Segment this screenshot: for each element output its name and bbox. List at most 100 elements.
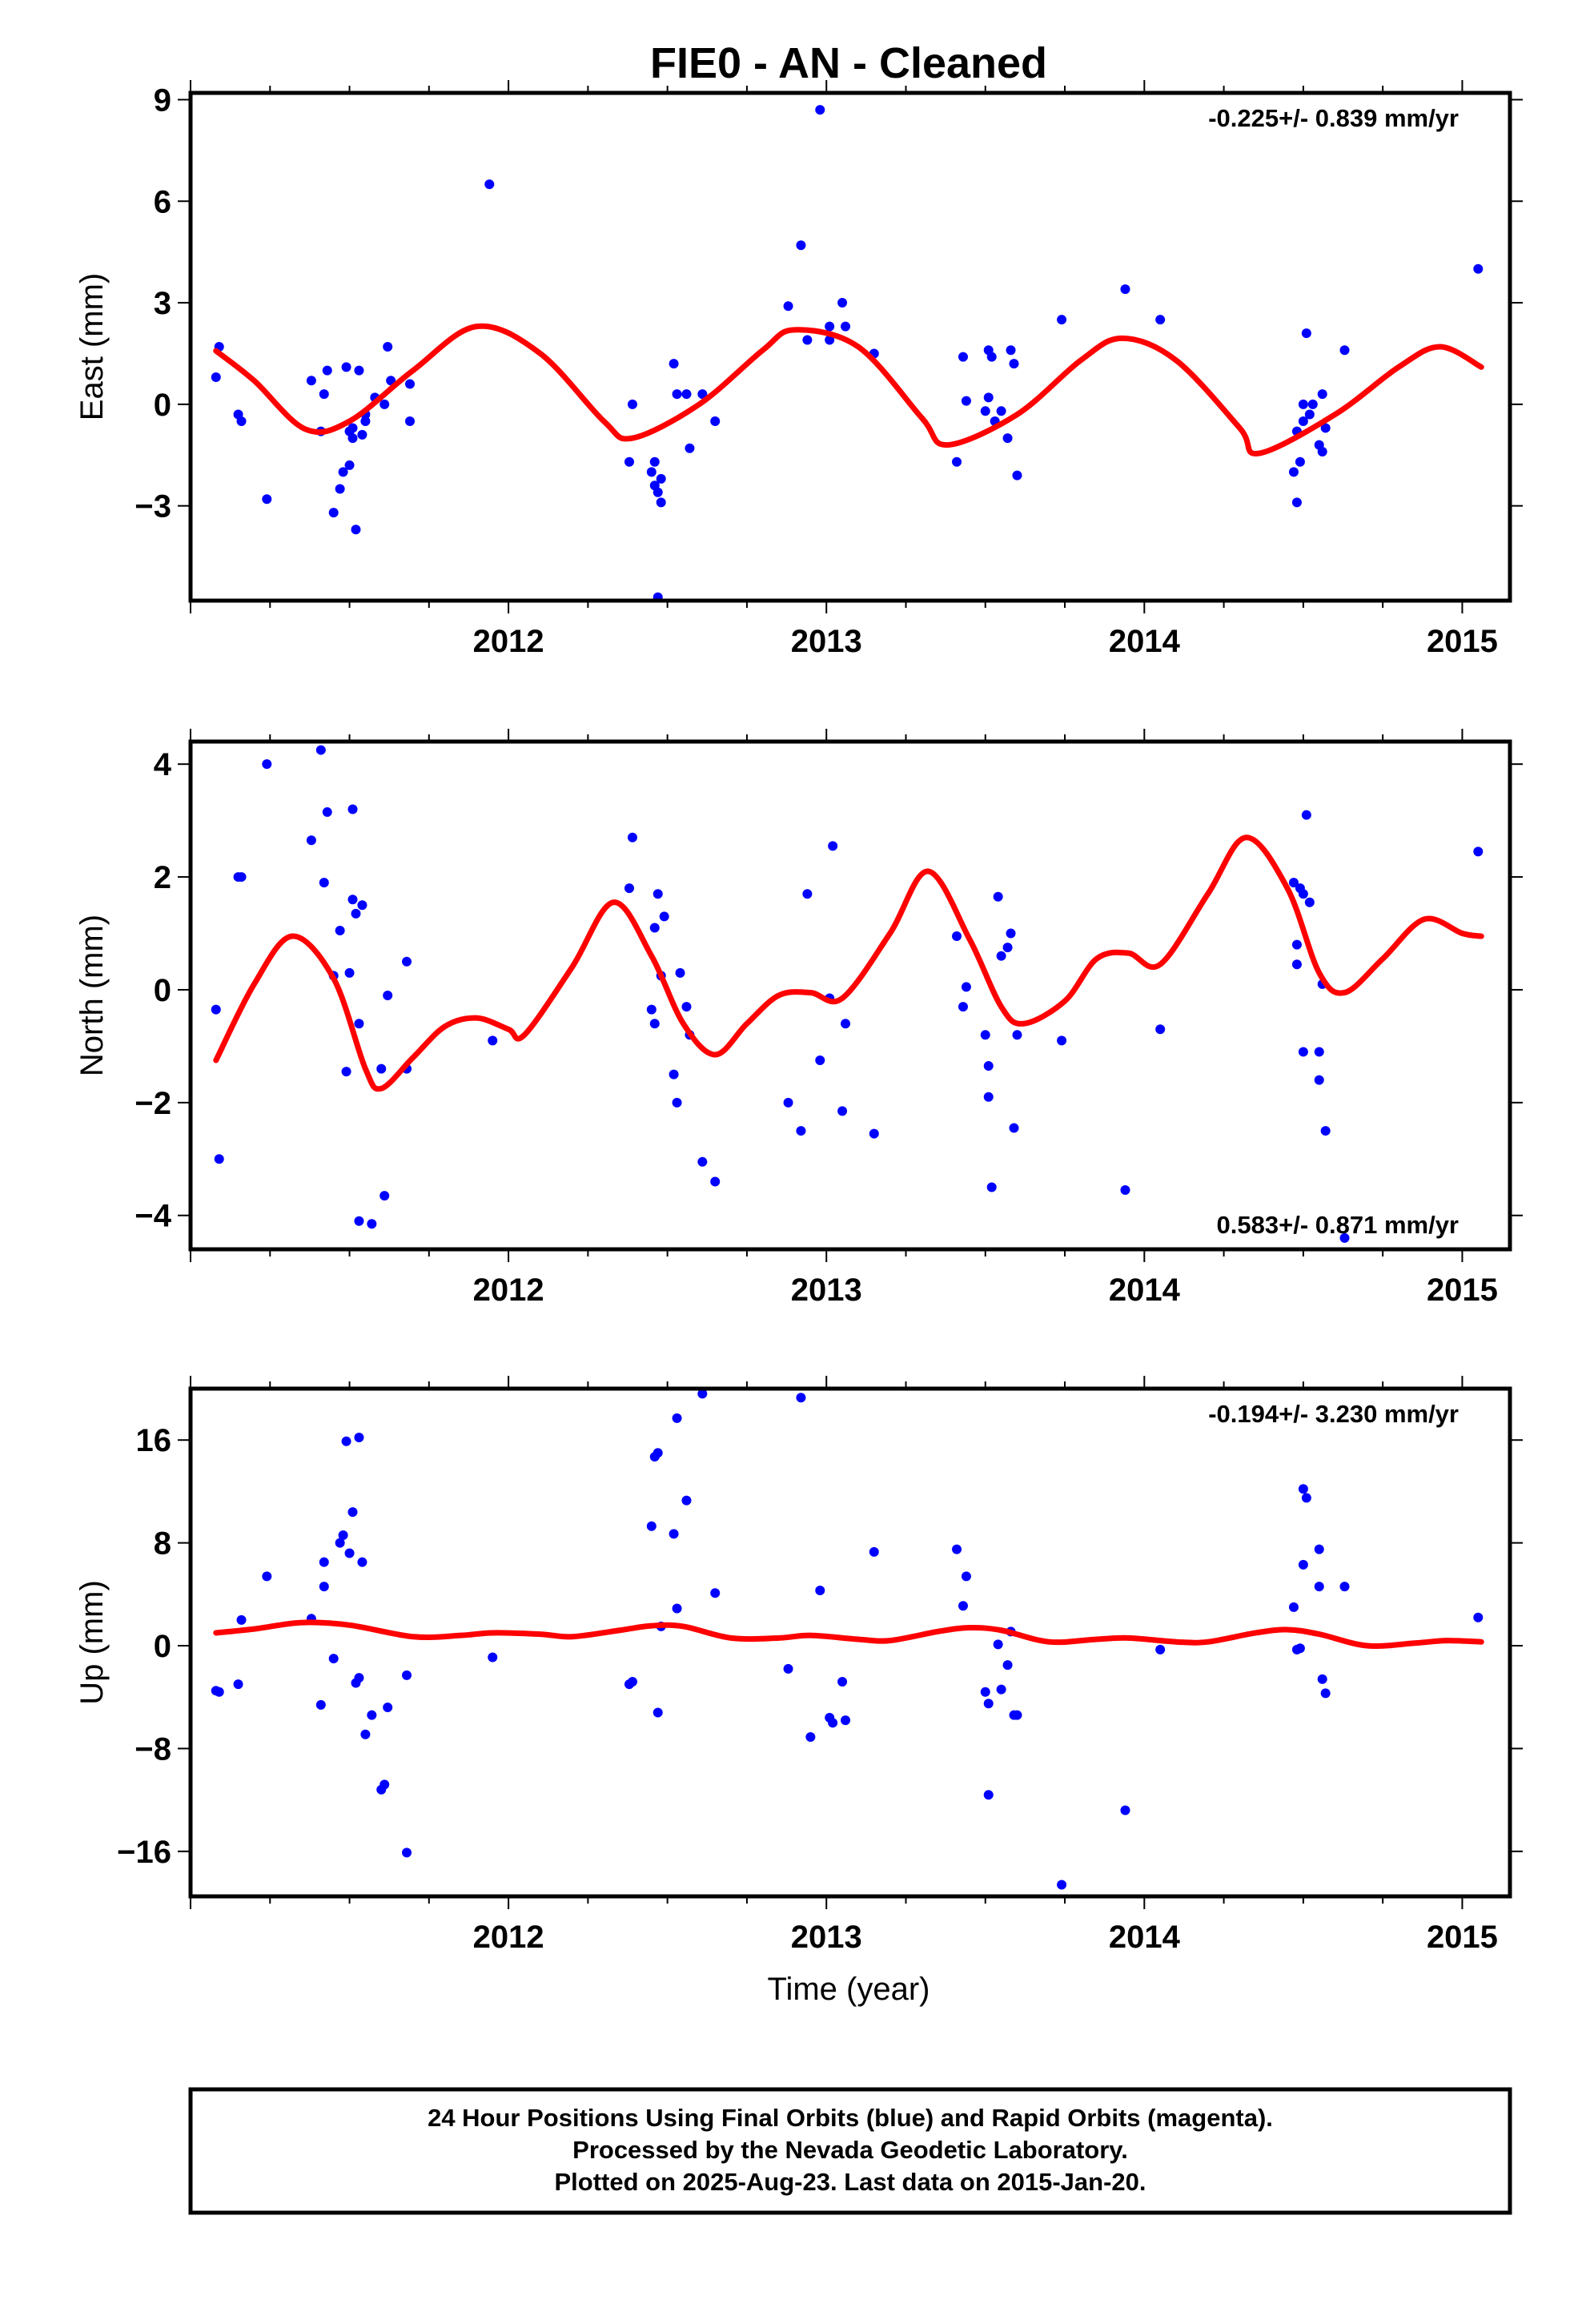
data-point (1304, 409, 1315, 420)
data-point (802, 889, 813, 899)
data-point (1155, 1024, 1166, 1035)
y-tick-label: −4 (135, 1199, 171, 1234)
data-point (681, 389, 692, 400)
data-point (958, 1002, 968, 1012)
data-point (354, 1673, 364, 1683)
data-point (669, 1069, 679, 1080)
east-x-ticks: 2012 2013 2014 2015 (190, 80, 1498, 659)
east-data (211, 105, 1484, 601)
up-x-ticks: 2012 2013 2014 2015 (190, 1376, 1498, 1955)
data-point (341, 1067, 351, 1077)
data-point (341, 362, 351, 372)
panel-east: 2012 2013 2014 2015 −3 0 3 6 9 East (mm) -0.225+/-… (74, 80, 1523, 659)
data-point (961, 982, 971, 992)
data-point (405, 379, 416, 389)
y-tick-label: −8 (135, 1731, 171, 1767)
data-point (669, 1529, 679, 1539)
data-point (1298, 889, 1308, 899)
data-point (1317, 389, 1327, 400)
data-point (1317, 1674, 1327, 1684)
data-point (335, 484, 345, 494)
data-point (672, 1603, 682, 1614)
data-point (1012, 1710, 1022, 1720)
data-point (233, 1679, 243, 1690)
y-tick-label: 16 (136, 1423, 172, 1458)
x-tick-label: 2014 (1109, 624, 1181, 659)
data-point (1339, 1232, 1350, 1243)
panels: 2012 2013 2014 2015 −3 0 3 6 9 East (mm) -0.225+/-… (74, 80, 1523, 1955)
data-point (383, 991, 393, 1000)
y-tick-label: −16 (117, 1835, 171, 1870)
data-point (652, 1448, 663, 1458)
data-point (837, 1676, 848, 1687)
data-point (672, 1097, 682, 1108)
data-point (841, 321, 851, 332)
data-point (1295, 1643, 1305, 1654)
data-point (828, 1718, 838, 1728)
data-point (1009, 359, 1019, 369)
y-tick-label: 6 (154, 184, 171, 219)
data-point (697, 389, 708, 400)
data-point (681, 1002, 692, 1012)
footer-line-2: Processed by the Nevada Geodetic Laborat… (572, 2136, 1128, 2164)
data-point (685, 443, 695, 453)
data-point (961, 396, 971, 406)
data-point (652, 487, 663, 497)
y-tick-label: 0 (154, 388, 171, 423)
data-point (360, 416, 371, 426)
data-point (357, 900, 367, 911)
data-point (1314, 1047, 1324, 1057)
data-point (367, 1710, 377, 1720)
data-point (319, 878, 329, 888)
north-y-axis-label: North (mm) (74, 915, 110, 1076)
y-tick-label: 3 (154, 286, 171, 321)
footer-line-1: 24 Hour Positions Using Final Orbits (bl… (428, 2104, 1273, 2132)
data-point (1320, 1688, 1331, 1699)
data-point (983, 1790, 994, 1800)
data-point (1120, 284, 1130, 295)
data-point (1009, 1123, 1019, 1133)
data-point (383, 1703, 393, 1713)
north-rate-label: 0.583+/- 0.871 mm/yr (1217, 1211, 1459, 1239)
data-point (405, 416, 416, 426)
data-point (828, 841, 838, 851)
data-point (354, 1019, 364, 1029)
data-point (825, 335, 835, 345)
x-tick-label: 2015 (1427, 1920, 1498, 1955)
data-point (627, 399, 637, 409)
data-point (1002, 433, 1013, 444)
data-point (986, 352, 997, 362)
data-point (211, 372, 221, 383)
data-point (672, 389, 682, 400)
data-point (484, 179, 495, 190)
data-point (1002, 943, 1013, 953)
data-point (328, 508, 339, 518)
data-point (980, 1687, 990, 1697)
x-tick-label: 2012 (473, 1273, 544, 1308)
data-point (319, 1582, 329, 1592)
data-point (488, 1652, 498, 1663)
data-point (1288, 467, 1299, 477)
data-point (338, 1530, 348, 1540)
x-tick-label: 2015 (1427, 624, 1498, 659)
data-point (1120, 1185, 1130, 1196)
footer-line-3: Plotted on 2025-Aug-23. Last data on 201… (554, 2168, 1146, 2196)
data-point (627, 1676, 637, 1687)
data-point (354, 1432, 364, 1442)
data-point (646, 467, 656, 477)
data-point (710, 1176, 721, 1187)
data-point (649, 923, 660, 933)
data-point (649, 456, 660, 467)
data-point (351, 525, 361, 535)
data-point (236, 416, 247, 426)
data-point (1291, 959, 1302, 970)
data-point (783, 1097, 793, 1108)
data-point (958, 352, 968, 362)
data-point (347, 804, 358, 814)
data-point (796, 1393, 806, 1403)
data-point (306, 835, 316, 846)
data-point (315, 745, 326, 755)
y-tick-label: 0 (154, 973, 171, 1008)
data-point (1012, 1030, 1022, 1040)
data-point (357, 429, 367, 440)
